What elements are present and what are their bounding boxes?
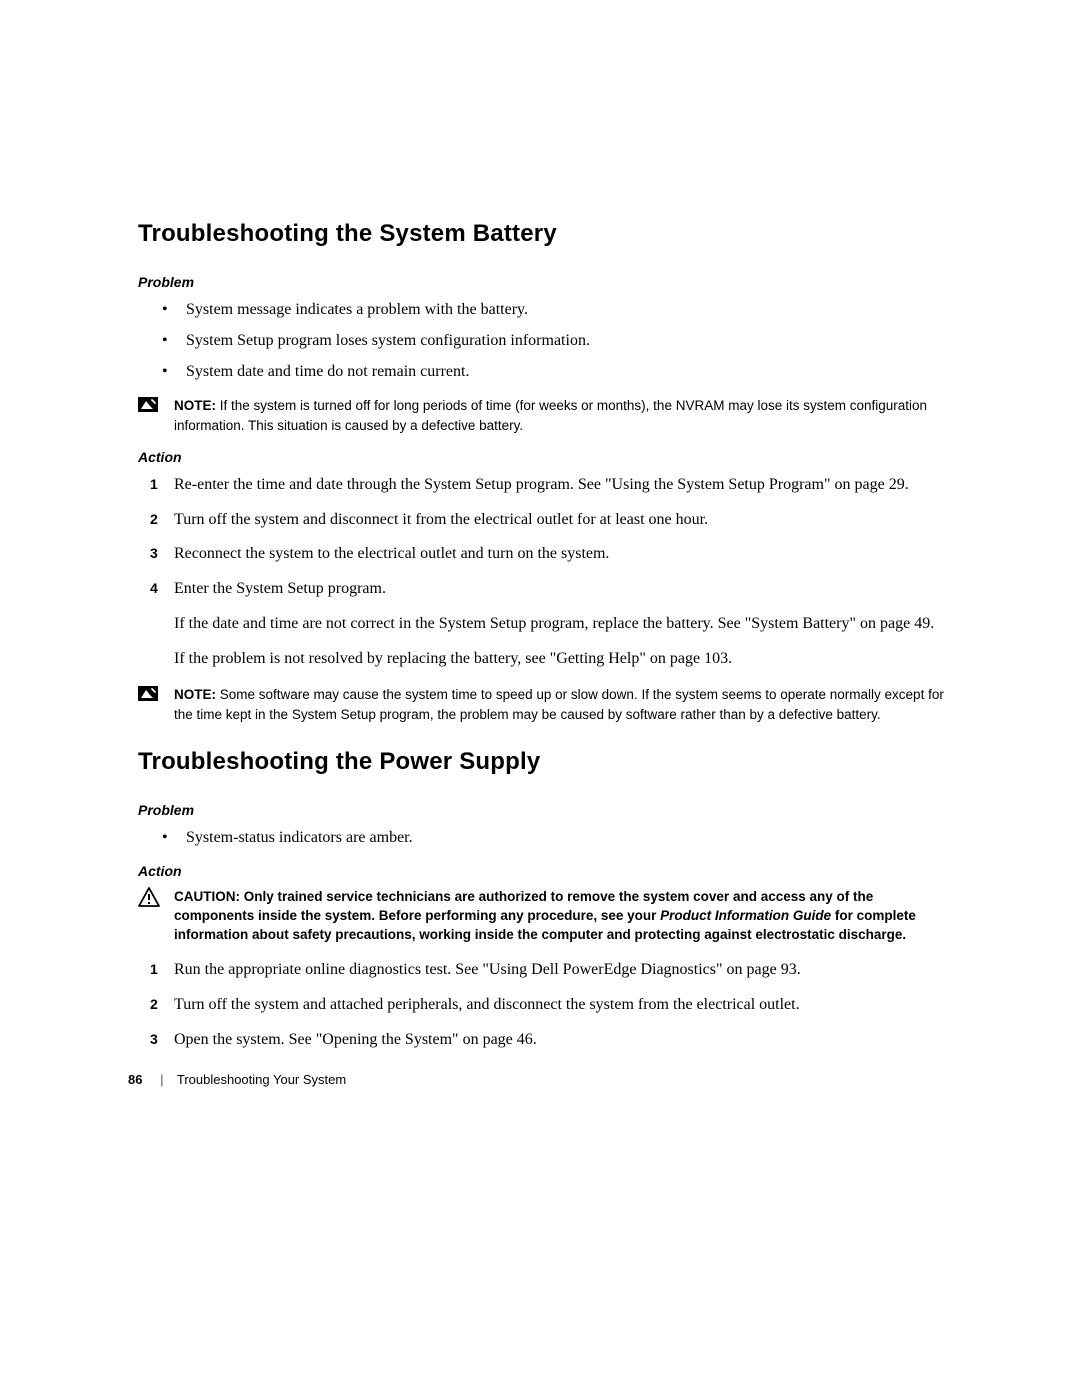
step-text: If the problem is not resolved by replac… <box>174 647 948 672</box>
note-block: NOTE: If the system is turned off for lo… <box>138 396 948 434</box>
note-text: NOTE: If the system is turned off for lo… <box>174 396 948 434</box>
list-item: System date and time do not remain curre… <box>138 360 948 385</box>
list-item: System message indicates a problem with … <box>138 298 948 323</box>
step-item: Turn off the system and attached periphe… <box>138 993 948 1018</box>
step-text: If the date and time are not correct in … <box>174 612 948 637</box>
step-text: Turn off the system and attached periphe… <box>174 993 948 1018</box>
step-item: Open the system. See "Opening the System… <box>138 1028 948 1053</box>
note-body: Some software may cause the system time … <box>174 687 944 721</box>
step-text: Enter the System Setup program. <box>174 577 948 602</box>
page-footer: 86 | Troubleshooting Your System <box>128 1072 948 1087</box>
note-icon <box>138 397 158 412</box>
step-item: Re-enter the time and date through the S… <box>138 473 948 498</box>
note-body: If the system is turned off for long per… <box>174 398 927 432</box>
caution-label: CAUTION: <box>174 889 240 904</box>
note-text: NOTE: Some software may cause the system… <box>174 685 948 723</box>
problem-list: System-status indicators are amber. <box>138 826 948 851</box>
problem-heading: Problem <box>138 802 948 818</box>
step-item: Run the appropriate online diagnostics t… <box>138 958 948 983</box>
note-label: NOTE: <box>174 687 216 702</box>
page-number: 86 <box>128 1072 142 1087</box>
section-title-power: Troubleshooting the Power Supply <box>138 748 948 776</box>
step-text: Run the appropriate online diagnostics t… <box>174 958 948 983</box>
list-item: System-status indicators are amber. <box>138 826 948 851</box>
caution-icon <box>138 887 160 907</box>
step-text: Re-enter the time and date through the S… <box>174 473 948 498</box>
breadcrumb: Troubleshooting Your System <box>177 1072 346 1087</box>
note-label: NOTE: <box>174 398 216 413</box>
caution-text: CAUTION: Only trained service technician… <box>174 887 948 944</box>
caution-guide-title: Product Information Guide <box>660 908 831 923</box>
section-title-battery: Troubleshooting the System Battery <box>138 220 948 248</box>
step-item: Enter the System Setup program. If the d… <box>138 577 948 671</box>
step-item: Turn off the system and disconnect it fr… <box>138 508 948 533</box>
list-item: System Setup program loses system config… <box>138 329 948 354</box>
action-steps: Run the appropriate online diagnostics t… <box>138 958 948 1052</box>
page-content: Troubleshooting the System Battery Probl… <box>138 220 948 1066</box>
caution-block: CAUTION: Only trained service technician… <box>138 887 948 944</box>
note-block: NOTE: Some software may cause the system… <box>138 685 948 723</box>
step-text: Turn off the system and disconnect it fr… <box>174 508 948 533</box>
problem-heading: Problem <box>138 274 948 290</box>
note-icon <box>138 686 158 701</box>
action-heading: Action <box>138 863 948 879</box>
step-text: Reconnect the system to the electrical o… <box>174 542 948 567</box>
step-item: Reconnect the system to the electrical o… <box>138 542 948 567</box>
action-heading: Action <box>138 449 948 465</box>
footer-separator: | <box>160 1072 163 1087</box>
problem-list: System message indicates a problem with … <box>138 298 948 384</box>
step-text: Open the system. See "Opening the System… <box>174 1028 948 1053</box>
action-steps: Re-enter the time and date through the S… <box>138 473 948 672</box>
